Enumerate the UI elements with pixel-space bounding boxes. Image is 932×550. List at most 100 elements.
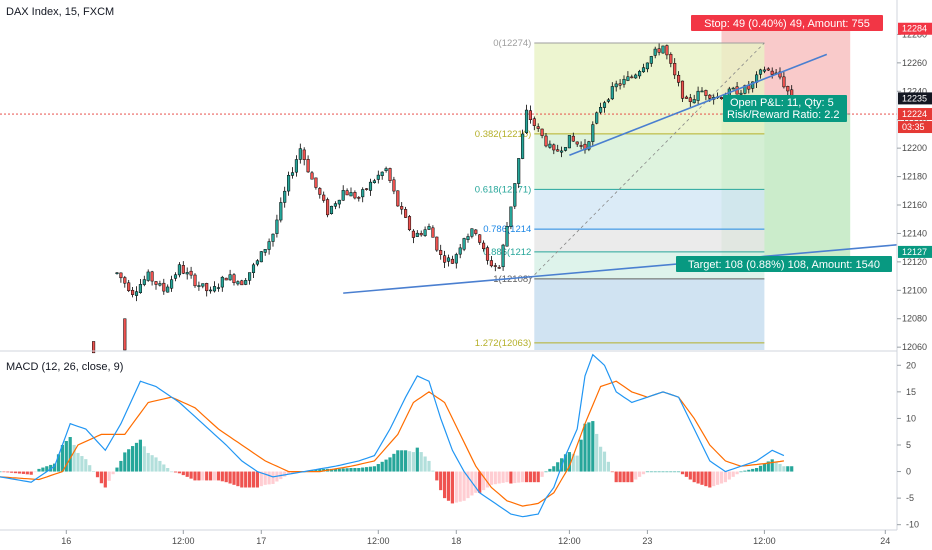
macd-histogram-bar [665,471,669,473]
candle-body [333,203,337,207]
candle-body [758,69,763,75]
macd-tick-label: 20 [906,360,916,370]
candle [329,205,334,215]
candle [595,111,599,125]
macd-line [0,353,785,518]
candle [509,206,513,230]
candle [552,143,556,155]
candle-body [458,247,462,255]
candle-body [411,230,415,238]
candle-body [329,205,334,214]
candle-body [509,206,513,227]
candle-body [474,229,478,234]
candle-body [688,97,692,102]
macd-histogram-bar [64,441,68,472]
macd-histogram-bar [72,444,76,472]
candle-body [427,226,431,230]
macd-histogram-bar [458,471,462,502]
candle [719,96,724,100]
macd-histogram-bar [236,471,240,487]
candle [556,144,560,152]
macd-histogram-bar [6,471,10,473]
macd-histogram-bar [657,471,661,473]
macd-histogram-bar [45,466,49,472]
time-tick-label: 23 [642,536,652,546]
target-label-bg [676,256,892,272]
candle-body [501,244,505,268]
macd-histogram-bar [563,454,568,472]
macd-histogram-bar [423,456,427,472]
candle [244,278,248,286]
candle [536,123,540,132]
candle [251,262,256,278]
fib-band-extension [534,342,765,350]
candle [232,273,236,286]
macd-histogram-bar [290,471,295,474]
price-axis-label-text: 12284 [902,24,927,34]
price-axis-label-text: 12235 [902,93,927,103]
candle [571,132,575,142]
macd-histogram-bar [497,471,501,484]
macd-histogram-bar [719,471,724,484]
candle [458,243,462,259]
macd-histogram-bar [10,471,14,473]
macd-histogram-bar [170,471,174,473]
candle-body [326,199,330,216]
macd-histogram-bar [735,471,739,475]
candle-body [696,90,700,101]
candle [435,236,439,252]
candle [240,279,244,286]
candle-body [645,62,649,70]
candle [138,278,142,294]
candle-body [770,70,774,75]
candle [236,280,240,286]
price-axis-label-level: 12224 [898,108,932,121]
macd-histogram-bar [595,433,599,472]
candle-body [134,291,139,296]
candlestick-series [92,43,794,354]
candle-body [521,133,525,159]
macd-histogram-bar [388,457,392,472]
candle-body [454,254,458,264]
candle [638,69,642,79]
candle [341,185,345,201]
fib-band-0.382 [534,133,765,190]
macd-histogram-bar [575,455,579,472]
macd-histogram-bar [146,452,150,472]
candle [614,80,618,92]
candle [673,58,677,80]
macd-histogram-bar [53,463,57,472]
macd-histogram-bar [731,471,735,477]
candle [279,197,283,223]
candle-body [205,283,209,292]
price-axis-label-bg [898,22,932,35]
candle-body [341,190,345,201]
candle-body [587,141,591,150]
fib-label-0.382: 0.382(12210) [475,129,532,140]
candle-body [423,229,427,236]
target-label-text: Target: 108 (0.88%) 108, Amount: 1540 [688,259,880,271]
candle [134,286,139,302]
candle [560,146,564,158]
candle [357,196,361,202]
macd-histogram-bar [396,450,400,472]
candle [766,67,770,71]
candle [396,190,400,207]
candle-body [618,83,622,86]
macd-histogram-bar [509,471,513,484]
fib-label-0.886: 0.886(1212 [483,247,531,258]
candle [521,129,525,160]
candle-body [567,135,571,149]
candle [388,167,392,183]
candle [349,187,353,197]
macd-histogram-bar [107,471,111,481]
fib-label-1.272: 1.272(12063) [475,338,532,349]
candle-body [524,109,529,133]
macd-histogram-bar [439,471,443,491]
macd-histogram-bar [411,452,415,472]
macd-histogram-bar [688,471,692,480]
candle-body [310,172,314,180]
candle [517,158,521,189]
fib-label-0: 0(12274) [493,38,531,49]
